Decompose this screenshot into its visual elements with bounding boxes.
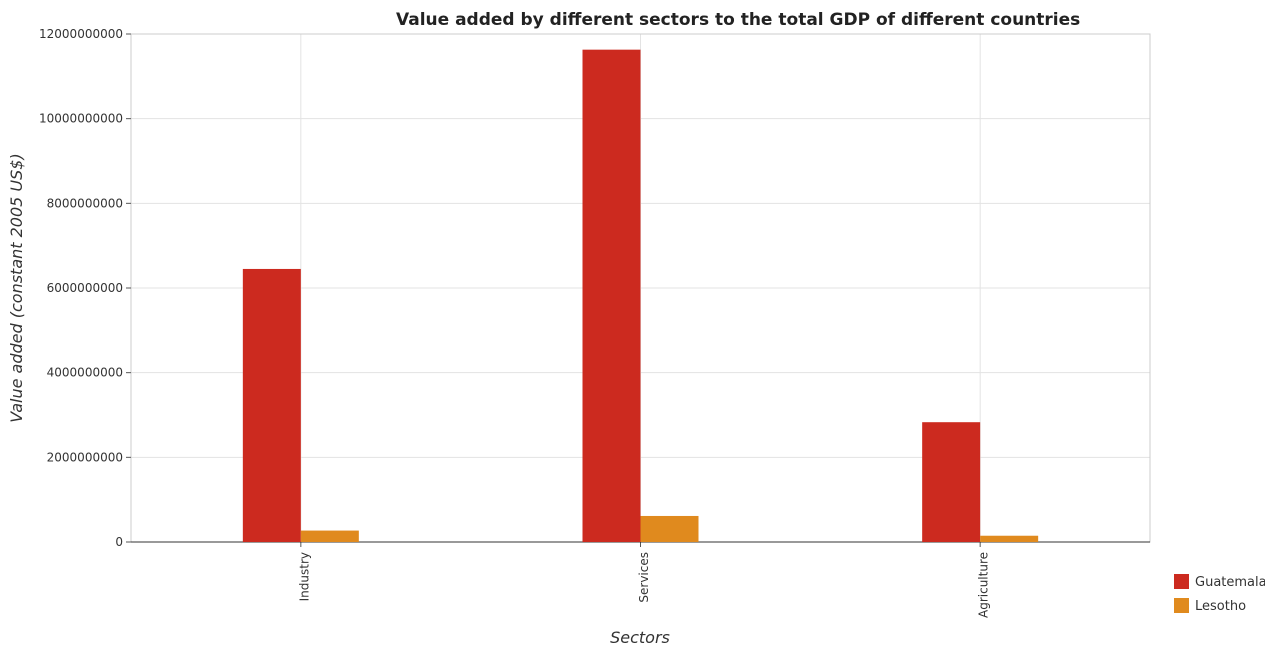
y-tick-label: 12000000000 (39, 27, 123, 41)
y-axis-label: Value added (constant 2005 US$) (7, 153, 26, 422)
bars (242, 49, 1039, 543)
bar-guatemala-services (582, 49, 641, 543)
bar-lesotho-agriculture (980, 535, 1039, 542)
y-tick-label: 2000000000 (47, 450, 123, 464)
legend-swatch (1174, 574, 1189, 589)
chart-title: Value added by different sectors to the … (396, 10, 1080, 30)
bar-lesotho-industry (300, 530, 359, 542)
y-tick-label: 6000000000 (47, 281, 123, 295)
x-tick-label: Agriculture (977, 552, 991, 618)
bar-lesotho-services (640, 515, 699, 542)
bar-guatemala-industry (242, 268, 301, 542)
x-axis-label: Sectors (610, 628, 670, 647)
legend: Guatemala Lesotho (1174, 574, 1265, 614)
x-tick-label: Services (637, 552, 651, 603)
y-tick-label: 0 (115, 535, 123, 549)
y-tick-label: 4000000000 (47, 366, 123, 380)
legend-swatch (1174, 598, 1189, 613)
x-axis: Industry Services Agriculture (131, 541, 1150, 618)
y-tick-label: 10000000000 (39, 112, 123, 126)
legend-label: Lesotho (1195, 599, 1246, 614)
bar-guatemala-agriculture (922, 422, 981, 542)
y-tick-label: 8000000000 (47, 196, 123, 210)
x-tick-label: Industry (297, 552, 311, 601)
y-axis: 0 2000000000 4000000000 6000000000 800000000… (39, 27, 131, 549)
legend-label: Guatemala (1195, 575, 1265, 590)
